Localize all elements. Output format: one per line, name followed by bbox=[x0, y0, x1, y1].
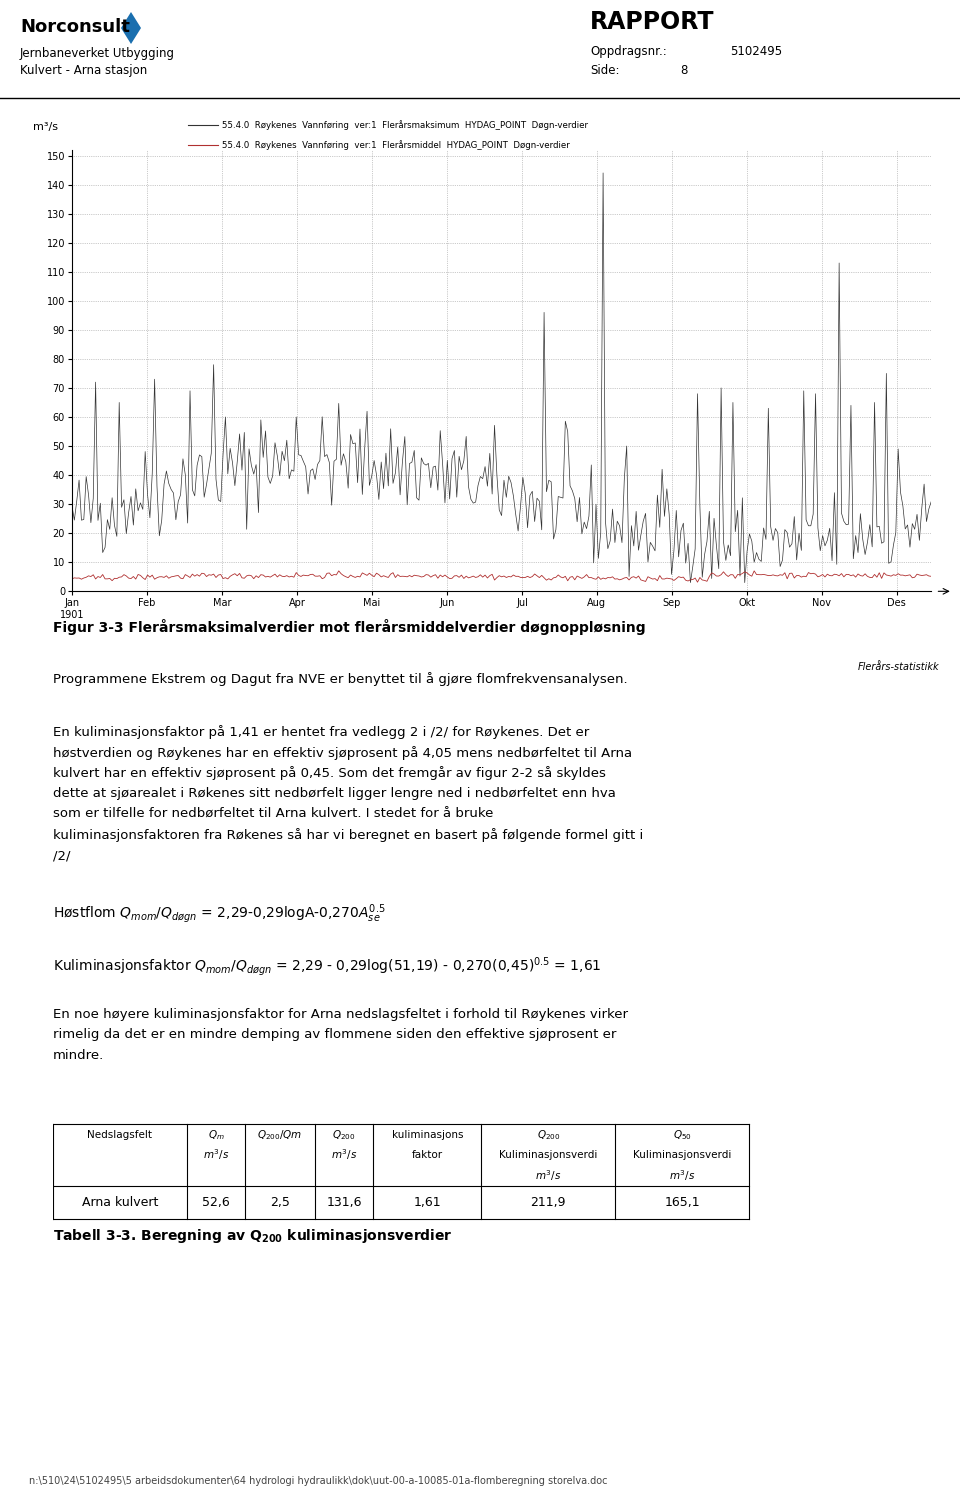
Text: Tabell 3-3. Beregning av $\mathbf{Q_{200}}$ kuliminasjonsverdier: Tabell 3-3. Beregning av $\mathbf{Q_{200… bbox=[53, 1228, 452, 1246]
Text: $Q_{200}$: $Q_{200}$ bbox=[332, 1129, 356, 1142]
Text: rimelig da det er en mindre demping av flommene siden den effektive sjøprosent e: rimelig da det er en mindre demping av f… bbox=[53, 1028, 616, 1042]
Text: 165,1: 165,1 bbox=[664, 1196, 700, 1208]
Text: n:\510\24\5102495\5 arbeidsdokumenter\64 hydrologi hydraulikk\dok\uut-00-a-10085: n:\510\24\5102495\5 arbeidsdokumenter\64… bbox=[29, 1476, 608, 1485]
Text: 55.4.0  Røykenes  Vannføring  ver:1  Flerårsmiddel  HYDAG_POINT  Døgn-verdier: 55.4.0 Røykenes Vannføring ver:1 Flerårs… bbox=[223, 141, 570, 150]
Text: faktor: faktor bbox=[412, 1150, 443, 1160]
Text: Figur 3-3 Flerårsmaksimalverdier mot flerårsmiddelverdier døgnoppløsning: Figur 3-3 Flerårsmaksimalverdier mot fle… bbox=[53, 620, 645, 635]
Text: mindre.: mindre. bbox=[53, 1049, 104, 1063]
Text: $Q_{50}$: $Q_{50}$ bbox=[673, 1129, 691, 1142]
Text: Arna kulvert: Arna kulvert bbox=[82, 1196, 158, 1208]
Text: $m^3/s$: $m^3/s$ bbox=[669, 1168, 695, 1183]
Text: $m^3/s$: $m^3/s$ bbox=[203, 1147, 229, 1162]
Text: 131,6: 131,6 bbox=[326, 1196, 362, 1208]
Text: 55.4.0  Røykenes  Vannføring  ver:1  Flerårsmaksimum  HYDAG_POINT  Døgn-verdier: 55.4.0 Røykenes Vannføring ver:1 Flerårs… bbox=[223, 120, 588, 130]
Text: $m^3/s$: $m^3/s$ bbox=[536, 1168, 562, 1183]
Text: dette at sjøarealet i Røkenes sitt nedbørfelt ligger lengre ned i nedbørfeltet e: dette at sjøarealet i Røkenes sitt nedbø… bbox=[53, 787, 615, 799]
Text: 211,9: 211,9 bbox=[531, 1196, 566, 1208]
Text: 2,5: 2,5 bbox=[270, 1196, 290, 1208]
Text: Kuliminasjonsfaktor $Q_{mom}/Q_{døgn}$ = 2,29 - 0,29log(51,19) - 0,270(0,45)$^{0: Kuliminasjonsfaktor $Q_{mom}/Q_{døgn}$ =… bbox=[53, 955, 601, 978]
Text: $Q_{200}/Qm$: $Q_{200}/Qm$ bbox=[257, 1129, 302, 1142]
Text: Norconsult: Norconsult bbox=[20, 18, 130, 36]
Text: Oppdragsnr.:: Oppdragsnr.: bbox=[590, 45, 667, 58]
Text: 1,61: 1,61 bbox=[414, 1196, 442, 1208]
Polygon shape bbox=[121, 12, 141, 43]
Text: m³/s: m³/s bbox=[34, 123, 59, 132]
Text: Side:: Side: bbox=[590, 64, 619, 76]
Text: kuliminasjonsfaktoren fra Røkenes så har vi beregnet en basert på følgende forme: kuliminasjonsfaktoren fra Røkenes så har… bbox=[53, 828, 643, 843]
Text: kuliminasjons: kuliminasjons bbox=[392, 1130, 463, 1141]
Text: 5102495: 5102495 bbox=[730, 45, 782, 58]
Text: som er tilfelle for nedbørfeltet til Arna kulvert. I stedet for å bruke: som er tilfelle for nedbørfeltet til Arn… bbox=[53, 808, 493, 820]
Text: $m^3/s$: $m^3/s$ bbox=[331, 1147, 357, 1162]
Text: RAPPORT: RAPPORT bbox=[590, 10, 714, 34]
Text: $Q_m$: $Q_m$ bbox=[207, 1129, 225, 1142]
Text: Høstflom $Q_{mom}/Q_{døgn}$ = 2,29-0,29logA-0,270$A_{se}^{0.5}$: Høstflom $Q_{mom}/Q_{døgn}$ = 2,29-0,29l… bbox=[53, 903, 385, 925]
Text: Nedslagsfelt: Nedslagsfelt bbox=[87, 1130, 153, 1141]
Text: 8: 8 bbox=[680, 64, 687, 76]
Text: Kulvert - Arna stasjon: Kulvert - Arna stasjon bbox=[20, 64, 147, 76]
Text: $Q_{200}$: $Q_{200}$ bbox=[537, 1129, 560, 1142]
Text: En noe høyere kuliminasjonsfaktor for Arna nedslagsfeltet i forhold til Røykenes: En noe høyere kuliminasjonsfaktor for Ar… bbox=[53, 1007, 628, 1021]
Text: Jernbaneverket Utbygging: Jernbaneverket Utbygging bbox=[20, 46, 175, 60]
Text: En kuliminasjonsfaktor på 1,41 er hentet fra vedlegg 2 i /2/ for Røykenes. Det e: En kuliminasjonsfaktor på 1,41 er hentet… bbox=[53, 725, 589, 740]
Text: Kuliminasjonsverdi: Kuliminasjonsverdi bbox=[499, 1150, 597, 1160]
Text: Programmene Ekstrem og Dagut fra NVE er benyttet til å gjøre flomfrekvensanalyse: Programmene Ekstrem og Dagut fra NVE er … bbox=[53, 672, 628, 686]
Text: /2/: /2/ bbox=[53, 849, 70, 862]
Text: Kuliminasjonsverdi: Kuliminasjonsverdi bbox=[633, 1150, 732, 1160]
Text: kulvert har en effektiv sjøprosent på 0,45. Som det fremgår av figur 2-2 så skyl: kulvert har en effektiv sjøprosent på 0,… bbox=[53, 766, 606, 780]
Text: Flerårs-statistikk: Flerårs-statistikk bbox=[858, 662, 940, 672]
Text: 52,6: 52,6 bbox=[203, 1196, 230, 1208]
Text: høstverdien og Røykenes har en effektiv sjøprosent på 4,05 mens nedbørfeltet til: høstverdien og Røykenes har en effektiv … bbox=[53, 746, 632, 759]
